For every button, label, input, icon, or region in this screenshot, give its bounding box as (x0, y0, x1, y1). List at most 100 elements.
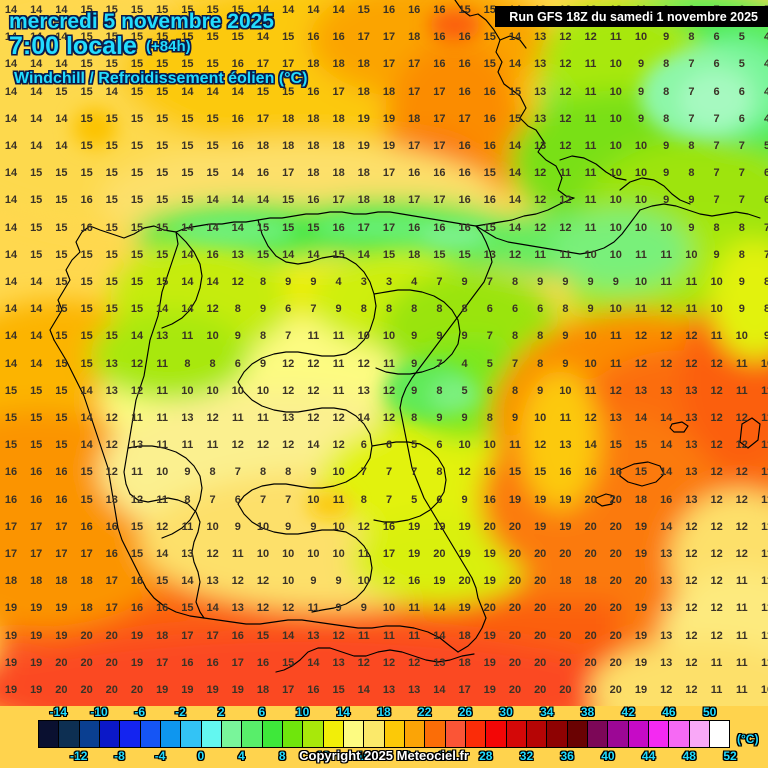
grid-value: 20 (105, 656, 118, 669)
grid-value: 16 (30, 493, 43, 506)
grid-value: 9 (285, 520, 292, 533)
grid-value: 14 (181, 85, 194, 98)
grid-value: 14 (30, 4, 43, 16)
grid-value: 19 (483, 629, 496, 642)
grid-value: 8 (663, 58, 670, 71)
parameter-label: Windchill / Refroidissement éolien (°C) (14, 70, 308, 87)
color-scale-swatch (323, 721, 344, 747)
color-scale-tick: -2 (175, 705, 186, 719)
color-scale-swatch (669, 721, 690, 747)
grid-value: 14 (55, 4, 68, 16)
grid-value: 17 (382, 58, 396, 71)
color-scale-swatch (547, 721, 568, 747)
grid-value: 16 (231, 629, 244, 642)
grid-value: 7 (411, 466, 418, 479)
grid-value: 8 (663, 112, 670, 125)
grid-value: 10 (710, 303, 723, 316)
grid-value: 8 (411, 303, 418, 316)
grid-value: 12 (584, 31, 597, 44)
grid-value: 7 (310, 303, 317, 316)
grid-value: 20 (55, 656, 68, 669)
grid-value: 13 (660, 548, 673, 560)
grid-value: 20 (508, 602, 522, 615)
grid-value: 9 (436, 412, 443, 424)
grid-value: 16 (408, 167, 421, 180)
grid-value: 16 (382, 4, 396, 16)
grid-value: 17 (382, 167, 396, 180)
grid-value: 15 (206, 4, 219, 16)
grid-value: 20 (508, 548, 522, 560)
grid-value: 13 (534, 85, 547, 98)
grid-value: 14 (30, 58, 43, 71)
grid-value: 12 (105, 466, 118, 479)
grid-value: 13 (483, 248, 496, 261)
grid-value: 18 (584, 575, 597, 588)
grid-value: 15 (130, 194, 144, 207)
grid-value: 10 (483, 439, 496, 452)
grid-value: 12 (282, 602, 295, 615)
grid-value: 18 (458, 629, 471, 642)
grid-value: 15 (130, 548, 144, 560)
grid-value: 14 (4, 221, 18, 234)
grid-value: 10 (206, 384, 219, 397)
grid-value: 9 (310, 575, 317, 588)
grid-value: 15 (30, 412, 43, 424)
grid-value: 11 (761, 412, 768, 424)
color-scale-tick: -10 (90, 705, 108, 719)
grid-value: 10 (609, 221, 622, 234)
grid-value: 11 (685, 303, 698, 316)
grid-value: 14 (660, 520, 673, 533)
map-canvas[interactable]: 14 14 14 15 15 15 15 15 15 15 14 14 14 14 15 16 16 16 15 15… (0, 0, 768, 706)
grid-value: 19 (130, 629, 144, 642)
color-scale-tick: 36 (560, 749, 574, 763)
grid-value: 15 (231, 31, 244, 44)
color-scale-swatch (160, 721, 182, 747)
grid-value: 17 (433, 112, 446, 125)
grid-value: 11 (735, 629, 748, 642)
grid-value: 15 (130, 58, 144, 71)
color-scale-swatch (39, 721, 60, 747)
grid-value: 20 (483, 520, 496, 533)
color-scale-tick: 42 (621, 705, 635, 719)
grid-value: 14 (433, 629, 446, 642)
color-scale-legend: (°C) -14 -10 -6 -2 2 6 10 14 18 22 26 30 34 38 42 46 50-… (0, 705, 768, 768)
grid-value: 15 (508, 112, 522, 125)
forecast-date-label: mercredi 5 novembre 2025 (9, 10, 274, 33)
grid-value: 15 (55, 412, 68, 424)
grid-value: 10 (256, 384, 270, 397)
grid-value: 11 (584, 221, 597, 234)
grid-value: 10 (231, 384, 244, 397)
grid-value: 17 (4, 548, 18, 560)
grid-value: 17 (433, 85, 446, 98)
grid-value: 12 (710, 629, 723, 642)
grid-value: 19 (4, 656, 18, 669)
grid-value: 8 (688, 167, 695, 180)
color-scale-tick: -8 (114, 749, 125, 763)
grid-value: 6 (537, 303, 544, 316)
grid-value: 9 (259, 303, 267, 316)
grid-value: 11 (635, 303, 647, 316)
grid-value: 17 (256, 58, 270, 71)
grid-value: 20 (584, 684, 597, 696)
color-scale-tick: -14 (49, 705, 68, 719)
grid-value: 20 (584, 520, 597, 533)
value-grid: 14 14 14 15 15 15 15 15 15 15 14 14 14 14 15 16 16 16 15 15… (4, 4, 768, 696)
grid-value: 13 (206, 575, 219, 588)
grid-value: 11 (332, 493, 345, 506)
grid-value: 7 (713, 167, 720, 180)
grid-value: 9 (310, 466, 317, 479)
grid-value: 13 (685, 493, 698, 506)
grid-value: 11 (609, 31, 622, 44)
grid-value: 14 (4, 31, 18, 44)
grid-value: 14 (206, 221, 219, 234)
grid-value: 9 (663, 194, 670, 207)
color-scale-tick: 26 (458, 705, 473, 719)
grid-value: 15 (332, 248, 345, 261)
grid-value: 10 (584, 248, 597, 261)
grid-value: 14 (4, 276, 18, 288)
grid-value: 15 (130, 303, 144, 316)
grid-value: 14 (256, 4, 270, 16)
grid-value: 10 (584, 357, 597, 370)
grid-value: 14 (4, 248, 18, 261)
grid-value: 17 (105, 575, 118, 588)
